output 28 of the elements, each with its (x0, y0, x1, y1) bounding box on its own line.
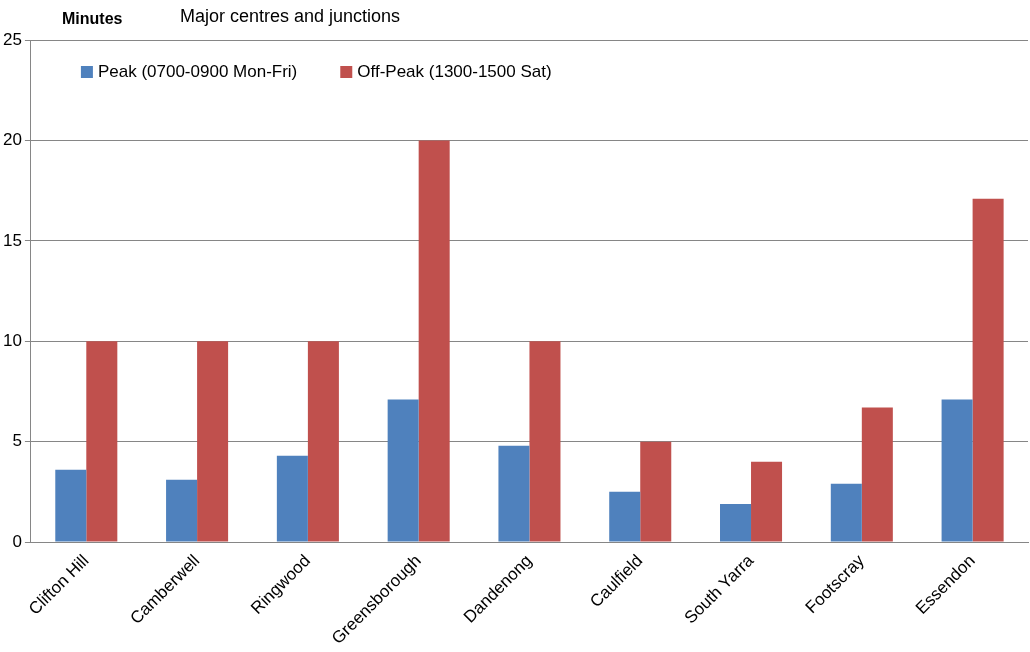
bar (307, 341, 339, 542)
bar (276, 455, 308, 542)
bar (861, 407, 893, 542)
y-tick-label: 20 (2, 130, 22, 150)
legend-label: Off-Peak (1300-1500 Sat) (357, 61, 552, 81)
bar (418, 140, 450, 542)
bar (387, 399, 419, 542)
y-tick-label: 15 (2, 230, 22, 250)
y-tick-label: 5 (12, 431, 22, 451)
bar (972, 198, 1004, 542)
bar (166, 479, 198, 542)
chart-title: Major centres and junctions (180, 6, 401, 26)
bar (640, 441, 672, 542)
bar (197, 341, 229, 542)
bar (751, 461, 783, 542)
bar (941, 399, 973, 542)
y-tick-label: 10 (2, 330, 22, 350)
bar (720, 503, 752, 542)
legend-label: Peak (0700-0900 Mon-Fri) (97, 61, 298, 81)
bar (609, 491, 641, 542)
bar (55, 469, 87, 542)
bar (498, 445, 530, 542)
y-tick-label: 0 (12, 531, 22, 551)
bar (86, 341, 118, 542)
bar (529, 341, 561, 542)
y-axis-title: Minutes (62, 10, 123, 27)
y-tick-label: 25 (2, 29, 22, 49)
bar (830, 483, 862, 542)
